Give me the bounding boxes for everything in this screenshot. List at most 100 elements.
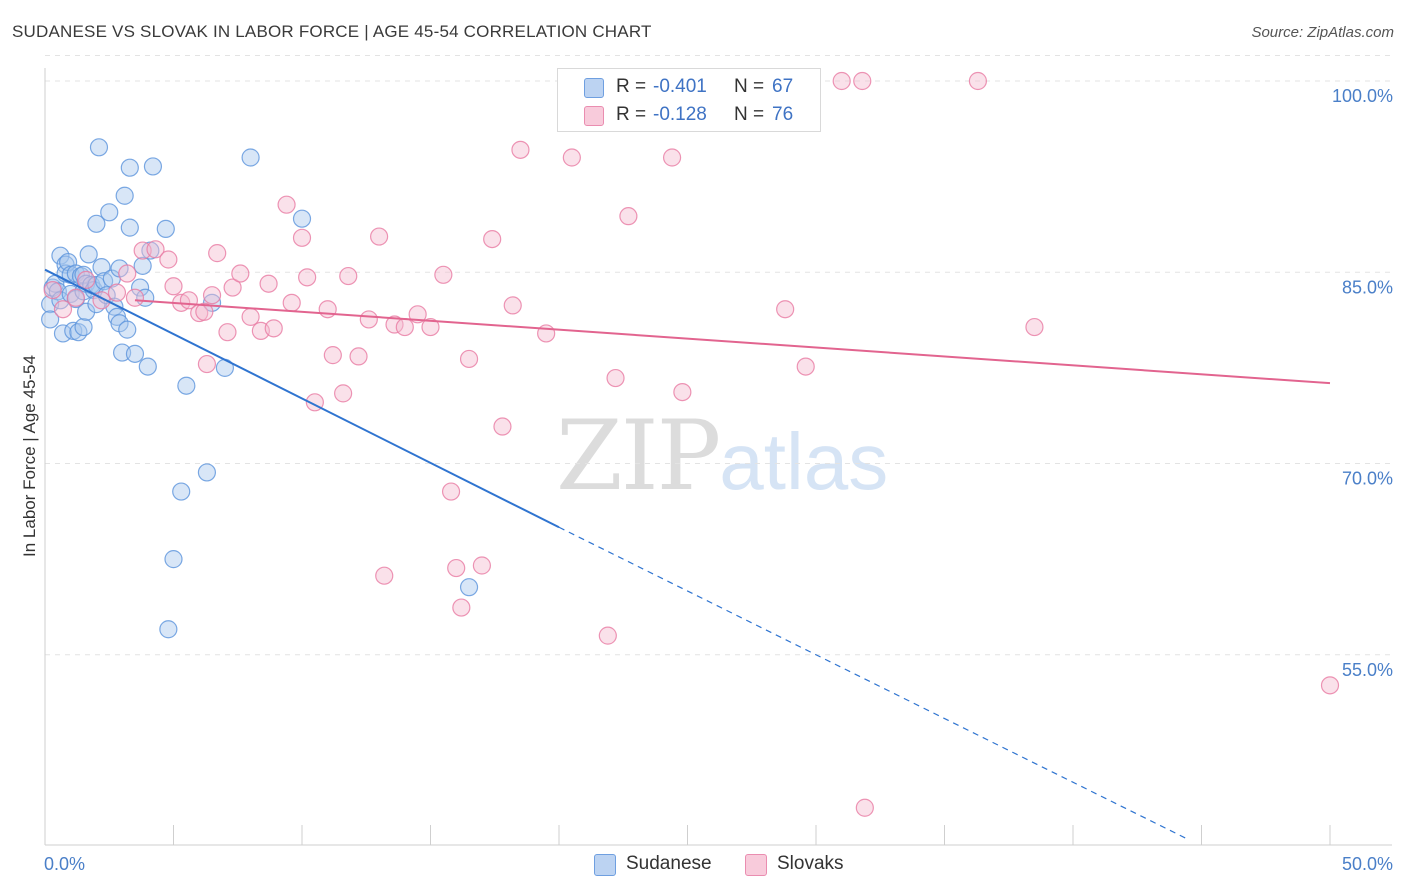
slovaks-point <box>447 558 466 578</box>
slovaks-point <box>264 319 283 338</box>
slovaks-point <box>459 349 479 369</box>
sudanese-point <box>79 245 98 264</box>
sudanese-point <box>77 302 96 321</box>
slovaks-point <box>606 368 625 388</box>
legend-n-value-slovaks: 76 <box>772 104 794 125</box>
slovaks-point <box>118 264 137 283</box>
sudanese-point <box>92 258 111 277</box>
legend-n-label: N = <box>734 104 765 125</box>
slovaks-point <box>241 307 260 326</box>
sudanese-point <box>112 343 132 362</box>
slovaks-point <box>195 302 214 321</box>
sudanese-point <box>156 219 175 238</box>
series-swatch-sudanese <box>594 854 616 876</box>
sudanese-point <box>89 138 109 157</box>
sudanese-point <box>292 209 312 228</box>
slovaks-point <box>164 277 183 296</box>
slovaks-point <box>853 71 872 91</box>
slovaks-point <box>1320 676 1340 695</box>
slovaks-point <box>277 195 296 214</box>
slovaks-point <box>107 283 127 302</box>
slovaks-point <box>359 310 378 329</box>
legend-r-label: R = <box>616 76 647 97</box>
slovaks-point <box>53 300 73 319</box>
sudanese-point <box>118 320 137 339</box>
tick-labels: 55.0% 70.0% 85.0% 100.0% 0.0% 50.0% <box>44 86 1393 874</box>
legend-r-value-slovaks: -0.128 <box>653 104 707 125</box>
slovaks-point <box>282 293 301 312</box>
sudanese-point <box>41 310 60 329</box>
legend-row-slovaks: R = -0.128 N = 76 <box>558 102 820 130</box>
slovaks-point <box>562 148 581 167</box>
slovaks-point <box>483 230 502 249</box>
slovaks-point <box>318 300 337 319</box>
slovaks-point <box>43 281 62 300</box>
y-tick-label: 55.0% <box>1342 660 1393 680</box>
sudanese-point <box>241 148 260 167</box>
slovaks-point <box>395 317 414 337</box>
legend-r-value-sudanese: -0.401 <box>653 76 707 97</box>
slovaks-point <box>968 71 988 91</box>
slovaks-trend-line <box>134 299 1331 385</box>
y-tick-label: 70.0% <box>1342 469 1393 489</box>
series-swatch-slovaks <box>745 854 767 876</box>
chart-source: Source: ZipAtlas.com <box>1251 24 1394 41</box>
sudanese-trend-extension <box>558 526 1189 841</box>
sudanese-point <box>74 317 93 337</box>
legend-n-label: N = <box>734 76 765 97</box>
y-tick-label: 100.0% <box>1332 86 1393 106</box>
axes <box>44 68 1392 846</box>
sudanese-point <box>115 186 134 205</box>
slovaks-point <box>511 140 530 159</box>
slovaks-point <box>218 323 237 342</box>
data-points <box>41 71 1340 817</box>
slovaks-point <box>339 266 358 286</box>
legend-r-label: R = <box>616 104 647 125</box>
slovaks-point <box>77 270 96 289</box>
slovaks-point <box>855 798 874 817</box>
slovaks-point <box>159 250 178 269</box>
legend-swatch-slovaks <box>584 106 604 126</box>
slovaks-point <box>1025 317 1044 337</box>
slovaks-point <box>472 556 491 575</box>
legend-row-sudanese: R = -0.401 N = 67 <box>558 74 820 102</box>
sudanese-point <box>143 157 163 176</box>
slovaks-point <box>598 626 617 645</box>
slovaks-point <box>292 228 312 247</box>
sudanese-point <box>120 218 139 237</box>
slovaks-point <box>125 288 145 307</box>
sudanese-point <box>125 344 145 363</box>
slovaks-point <box>375 566 394 585</box>
chart-title: SUDANESE VS SLOVAK IN LABOR FORCE | AGE … <box>12 22 652 41</box>
slovaks-point <box>662 148 682 167</box>
series-label-slovaks: Slovaks <box>777 853 844 874</box>
sudanese-point <box>164 550 183 569</box>
slovaks-point <box>434 265 453 284</box>
series-label-sudanese: Sudanese <box>626 853 712 874</box>
slovaks-point <box>441 482 461 501</box>
series-legend: Sudanese Slovaks <box>0 852 1406 878</box>
slovaks-point <box>323 346 342 365</box>
slovaks-point <box>503 296 522 315</box>
sudanese-point <box>159 620 178 639</box>
legend-swatch-sudanese <box>584 78 604 98</box>
slovaks-point <box>796 357 815 376</box>
legend-n-value-sudanese: 67 <box>772 76 794 97</box>
sudanese-point <box>87 214 106 233</box>
slovaks-point <box>197 354 217 374</box>
sudanese-point <box>177 376 196 395</box>
sudanese-trend-line <box>44 268 560 529</box>
slovaks-point <box>146 240 165 259</box>
slovaks-point <box>223 278 242 297</box>
slovaks-point <box>202 286 222 305</box>
sudanese-point <box>120 158 139 177</box>
sudanese-point <box>130 278 150 297</box>
slovaks-point <box>66 288 85 307</box>
slovaks-point <box>493 417 512 436</box>
watermark: ZIPatlas <box>556 400 888 512</box>
slovaks-point <box>231 264 250 283</box>
slovaks-point <box>259 274 278 293</box>
y-tick-label: 85.0% <box>1342 277 1393 297</box>
watermark-zip: ZIP <box>556 400 721 512</box>
